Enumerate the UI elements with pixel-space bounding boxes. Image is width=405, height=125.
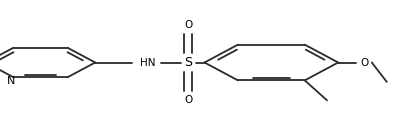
Text: S: S — [184, 56, 192, 69]
Text: HN: HN — [140, 58, 156, 68]
Text: O: O — [184, 20, 192, 30]
Text: N: N — [7, 76, 15, 86]
Text: O: O — [184, 95, 192, 105]
Text: O: O — [360, 58, 369, 68]
